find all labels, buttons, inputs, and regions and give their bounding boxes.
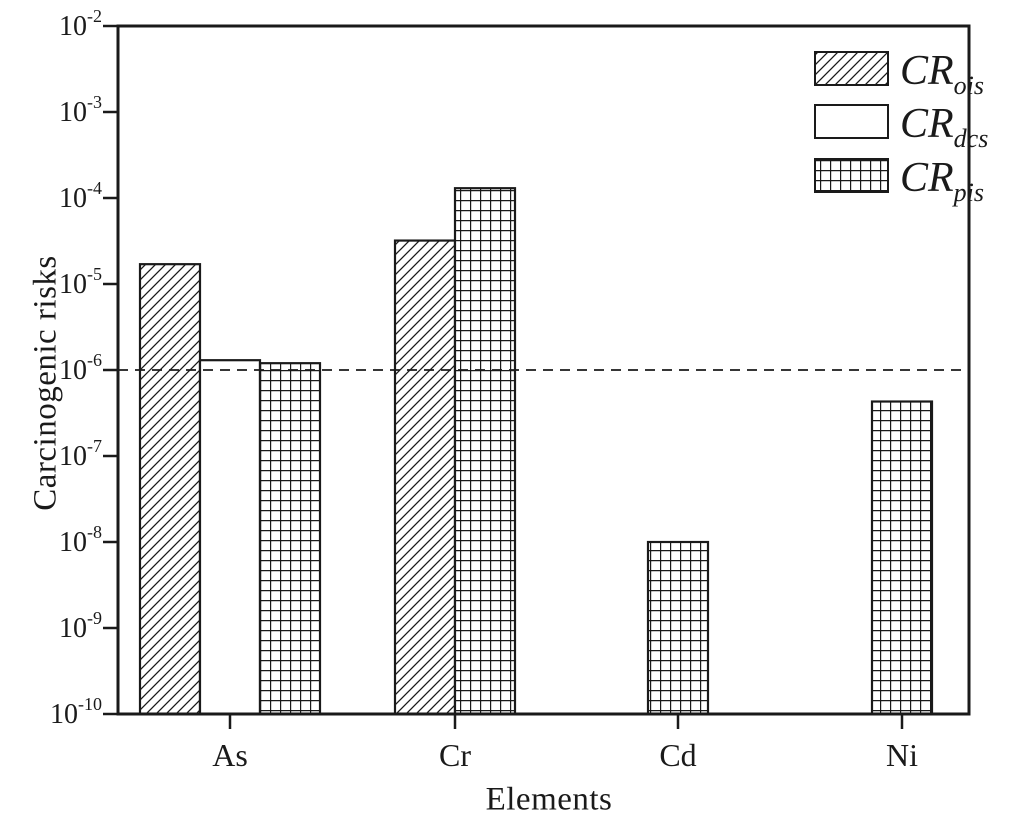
legend-label-pis: CRpis (900, 155, 984, 207)
x-axis-title: Elements (485, 781, 613, 818)
legend-label-dcs: CRdcs (900, 101, 988, 153)
bar-Cd-CR_pis (646, 540, 710, 716)
y-tick-label-1e-6: 10-6 (59, 350, 102, 386)
y-tick-label-1e-4: 10-4 (59, 178, 102, 214)
legend-swatch-ois (814, 51, 889, 86)
y-tick-label-1e-2: 10-2 (59, 6, 102, 42)
x-tick-label-As: As (212, 737, 248, 773)
legend-swatch-pis (814, 158, 889, 193)
bar-Cr-CR_ois (393, 239, 457, 716)
bar-Cr-CR_pis (453, 187, 517, 716)
x-tick-label-Cd: Cd (659, 737, 696, 773)
bar-As-CR_dcs (198, 359, 262, 716)
x-tick-label-Ni: Ni (886, 737, 918, 773)
y-tick-label-1e-5: 10-5 (59, 264, 102, 300)
bar-As-CR_pis (258, 362, 322, 716)
bar-As-CR_ois (138, 263, 202, 716)
y-tick-label-1e-7: 10-7 (59, 436, 102, 472)
x-tick-label-Cr: Cr (439, 737, 471, 773)
y-axis-title: Carcinogenic risks (27, 255, 64, 511)
bar-Ni-CR_pis (870, 400, 934, 716)
y-tick-label-1e-9: 10-9 (59, 608, 102, 644)
legend-label-ois: CRois (900, 48, 984, 100)
legend-swatch-dcs (814, 104, 889, 139)
y-tick-label-1e-3: 10-3 (59, 92, 102, 128)
y-tick-label-1e-10: 10-10 (50, 694, 102, 730)
y-tick-label-1e-8: 10-8 (59, 522, 102, 558)
